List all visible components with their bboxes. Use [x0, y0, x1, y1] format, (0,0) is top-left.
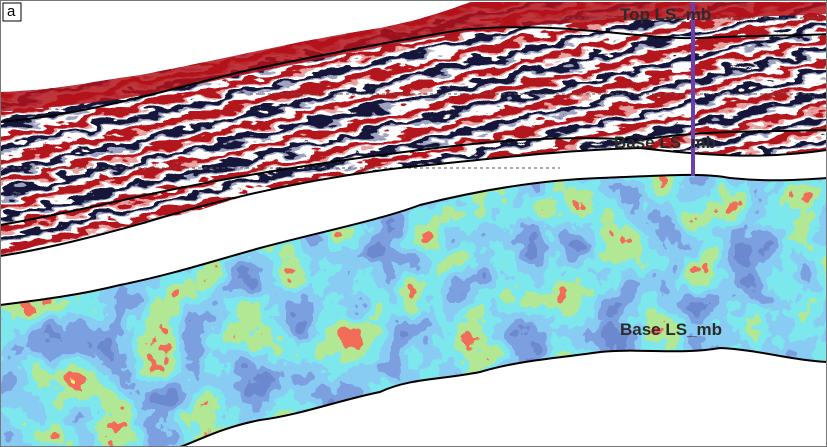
horizon-label: Top LS_mb	[620, 5, 711, 24]
panel-label: a	[7, 3, 16, 20]
horizon-label: Base LS_mb	[614, 133, 716, 152]
panel-label-box	[2, 2, 22, 22]
horizon-label: Base LS_mb	[620, 320, 722, 339]
horizons	[0, 26, 827, 447]
